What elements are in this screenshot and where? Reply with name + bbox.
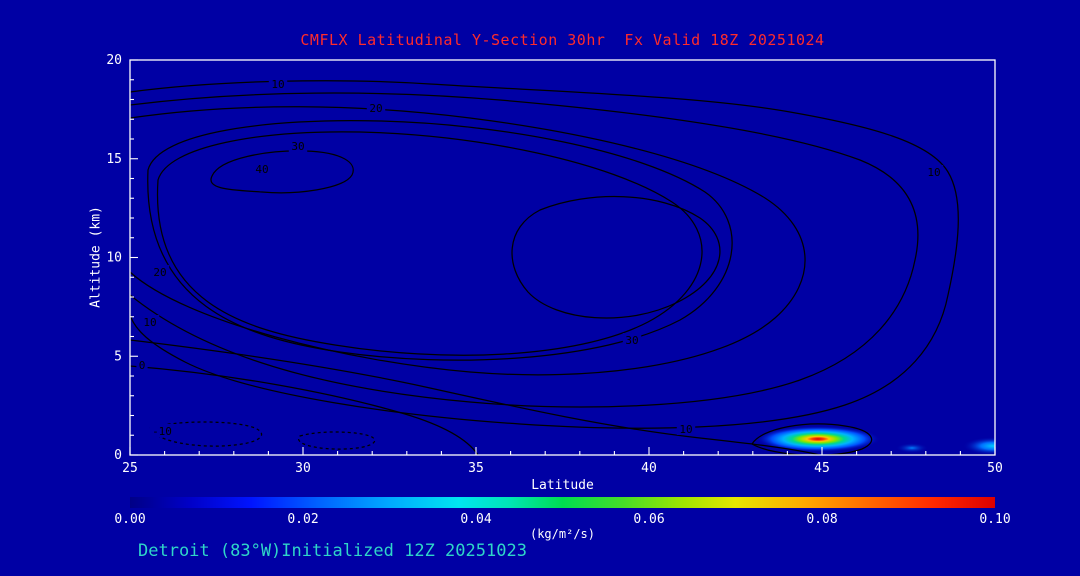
shaded-flux-maximum <box>756 426 880 452</box>
contour-label: -10 <box>152 425 172 438</box>
contour-line <box>210 150 354 194</box>
colorbar-tick-label: 0.08 <box>806 512 838 527</box>
y-tick-label: 20 <box>106 53 122 68</box>
contour-label-gap <box>676 422 696 435</box>
contour-line <box>130 80 959 429</box>
colorbar-tick-label: 0.04 <box>460 512 492 527</box>
contour-label-gap <box>366 101 386 114</box>
contour-label-gap <box>136 358 148 371</box>
y-tick-label: 5 <box>114 349 122 364</box>
footer-caption: Detroit (83°W)Initialized 12Z 20251023 <box>138 541 527 561</box>
contour-line <box>147 120 733 361</box>
contour-label-gap <box>140 315 160 328</box>
y-tick-label: 15 <box>106 152 122 167</box>
y-tick-label: 0 <box>114 448 122 463</box>
contour-label: 20 <box>369 102 382 115</box>
plot-background <box>130 60 995 455</box>
contour-label-gap <box>924 165 944 178</box>
chart-title: CMFLX Latitudinal Y-Section 30hr Fx Vali… <box>300 31 825 49</box>
colorbar-tick-label: 0.10 <box>979 512 1011 527</box>
colorbar-tick-label: 0.02 <box>287 512 319 527</box>
contour-label: 20 <box>153 266 166 279</box>
colorbar-tick-label: 0.06 <box>633 512 665 527</box>
x-tick-label: 40 <box>641 461 657 476</box>
contour-line <box>156 131 703 356</box>
contour-label: 10 <box>271 78 284 91</box>
contour-label-gap <box>288 139 308 152</box>
contour-label: 30 <box>291 140 304 153</box>
y-tick-label: 10 <box>106 251 122 266</box>
contour-label-gap <box>622 333 642 346</box>
contour-label: 10 <box>143 316 156 329</box>
contour-line <box>297 431 376 450</box>
shaded-flux-maximum <box>963 437 995 455</box>
contour-line <box>511 195 721 319</box>
x-axis-title: Latitude <box>531 478 594 493</box>
colorbar <box>130 497 995 508</box>
contour-label: 30 <box>625 334 638 347</box>
x-tick-label: 35 <box>468 461 484 476</box>
contour-label: 40 <box>255 163 268 176</box>
contour-label: 10 <box>679 423 692 436</box>
contour-label-gap <box>268 77 288 90</box>
x-tick-label: 50 <box>987 461 1003 476</box>
colorbar-tick-label: 0.00 <box>114 512 146 527</box>
contour-line <box>130 106 806 376</box>
contour-line <box>130 339 821 455</box>
contour-label-gap <box>150 265 170 278</box>
contour-line <box>130 365 479 455</box>
contour-line <box>130 92 919 408</box>
contour-label: 10 <box>927 166 940 179</box>
contour-field: 40 30 30 20 20 10 10 10 10 0 -10 <box>130 60 995 455</box>
contour-label-gap <box>252 162 272 175</box>
contour-label: 0 <box>139 359 146 372</box>
colorbar-units: (kg/m²/s) <box>529 527 596 541</box>
x-tick-label: 25 <box>122 461 138 476</box>
shaded-flux-maximum <box>896 443 928 453</box>
x-tick-label: 45 <box>814 461 830 476</box>
contour-label-gap <box>149 424 175 437</box>
x-tick-label: 30 <box>295 461 311 476</box>
